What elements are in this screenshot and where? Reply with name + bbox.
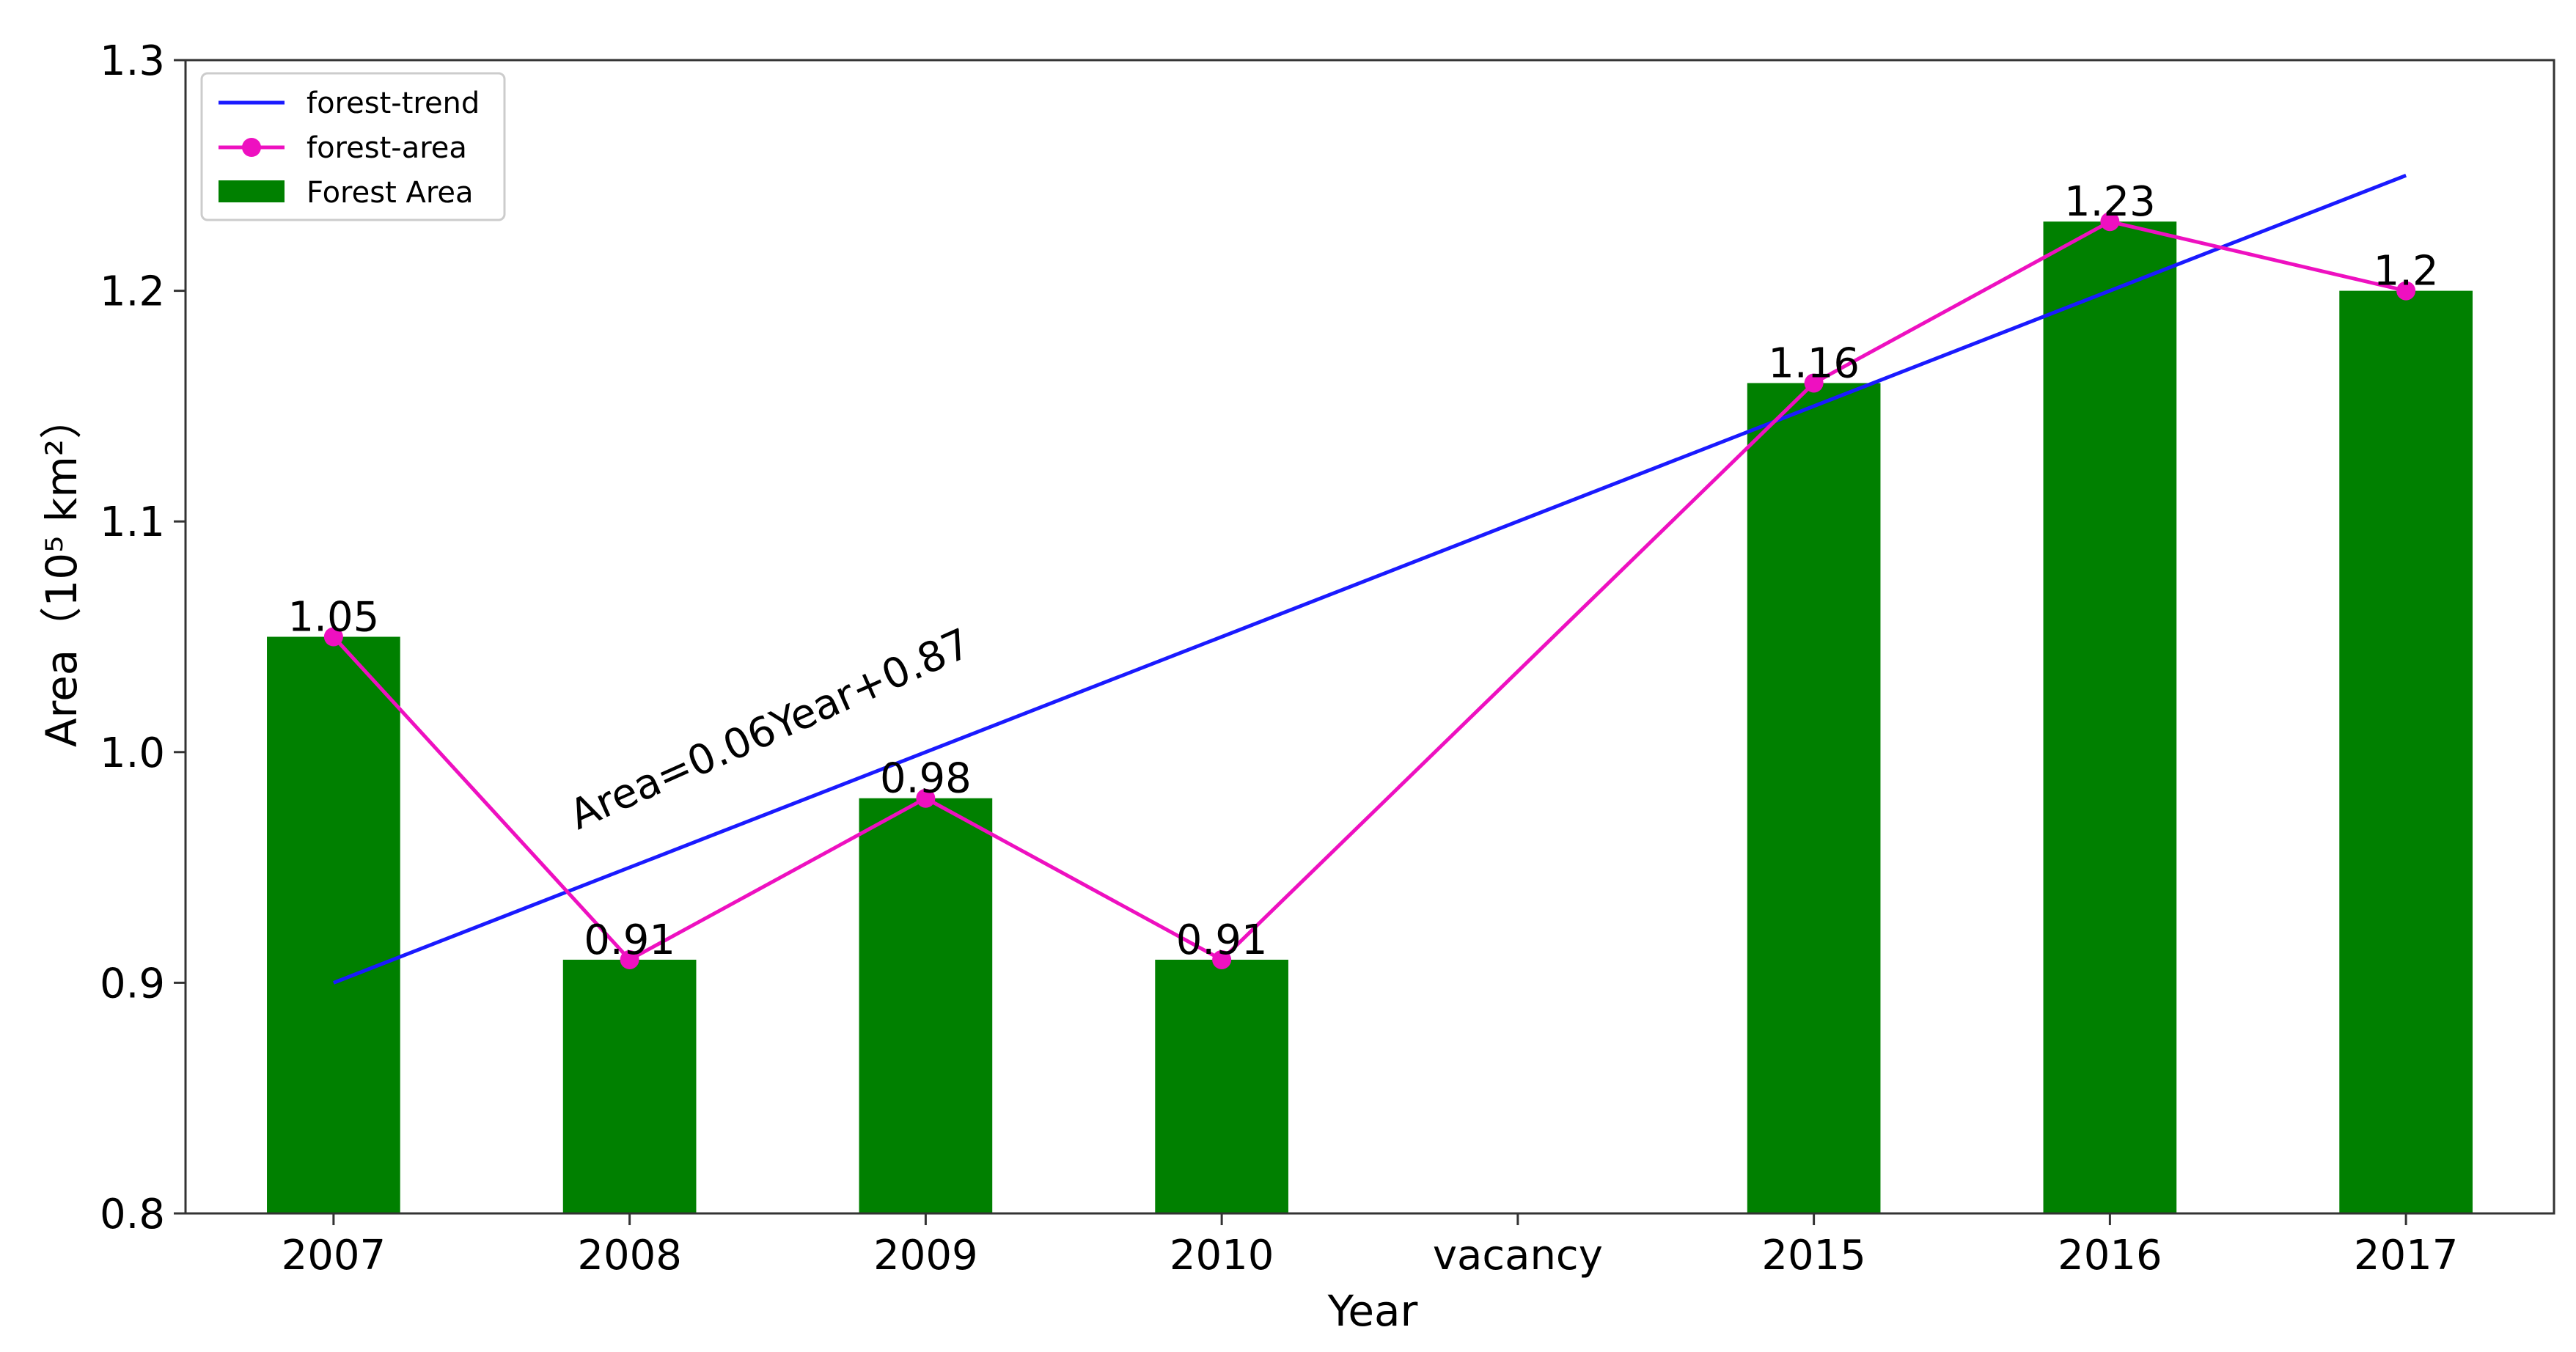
legend-forest-area-label: forest-area [307,131,467,165]
y-tick-label-1.1: 1.1 [100,499,165,546]
data-label-2008: 0.91 [584,916,675,964]
legend: forest-trend forest-area Forest Area [200,72,506,221]
legend-forest-area-marker [242,138,261,157]
y-tick-label-1.0: 1.0 [100,730,165,777]
data-label-2016: 1.23 [2064,178,2156,226]
data-label-2009: 0.98 [880,755,972,803]
y-tick-label-0.9: 0.9 [100,960,165,1007]
x-tick-label-2008: 2008 [577,1232,682,1279]
x-tick-label-2016: 2016 [2058,1232,2162,1279]
y-axis: 0.8 0.9 1.0 1.1 1.2 1.3 [100,37,186,1238]
forest-area-point-2009 [916,788,936,808]
data-label-2010: 0.91 [1176,916,1268,964]
data-label-2017: 1.2 [2374,248,2439,295]
line-layer [323,212,2416,969]
x-axis-title: Year [1327,1286,1418,1336]
data-labels-layer: 1.05 0.91 0.98 0.91 1.16 1.23 1.2 [288,178,2439,964]
bar-2016 [2043,221,2177,1214]
x-tick-label-vacancy: vacancy [1433,1232,1603,1279]
data-label-2007: 1.05 [288,594,380,642]
forest-trend-line [332,173,2407,985]
legend-forest-area-bar-label: Forest Area [307,176,474,210]
data-label-2015: 1.16 [1768,339,1860,387]
forest-area-point-2016 [2100,212,2120,232]
y-tick-label-1.2: 1.2 [100,268,165,316]
y-tick-label-1.3: 1.3 [100,37,165,85]
bar-2015 [1747,383,1881,1214]
bar-2008 [562,959,697,1213]
bar-2010 [1155,959,1288,1213]
forest-area-point-2010 [1212,949,1232,969]
forest-area-point-2008 [620,949,639,969]
forest-area-point-2007 [323,627,343,647]
x-tick-label-2015: 2015 [1761,1232,1866,1279]
forest-area-point-2017 [2396,281,2416,301]
x-axis: 2007 2008 2009 2010 vacancy 2015 2016 2017 [282,1213,2459,1279]
x-tick-label-2017: 2017 [2354,1232,2459,1279]
bar-2007 [267,636,400,1213]
bars-layer [267,221,2473,1214]
x-tick-label-2009: 2009 [873,1232,978,1279]
trend-layer [332,173,2407,985]
bar-2009 [859,798,993,1213]
plot-area [186,60,2554,1213]
legend-forest-trend-label: forest-trend [307,87,480,120]
forest-area-point-2015 [1804,373,1824,393]
legend-forest-area-bar-swatch [219,180,285,202]
y-axis-title: Area（10⁵ km²） [37,397,87,747]
x-tick-label-2007: 2007 [282,1232,386,1279]
x-tick-label-2010: 2010 [1170,1232,1274,1279]
y-tick-label-0.8: 0.8 [100,1191,165,1238]
plot-frame [184,59,2555,1215]
bar-2017 [2339,290,2473,1214]
